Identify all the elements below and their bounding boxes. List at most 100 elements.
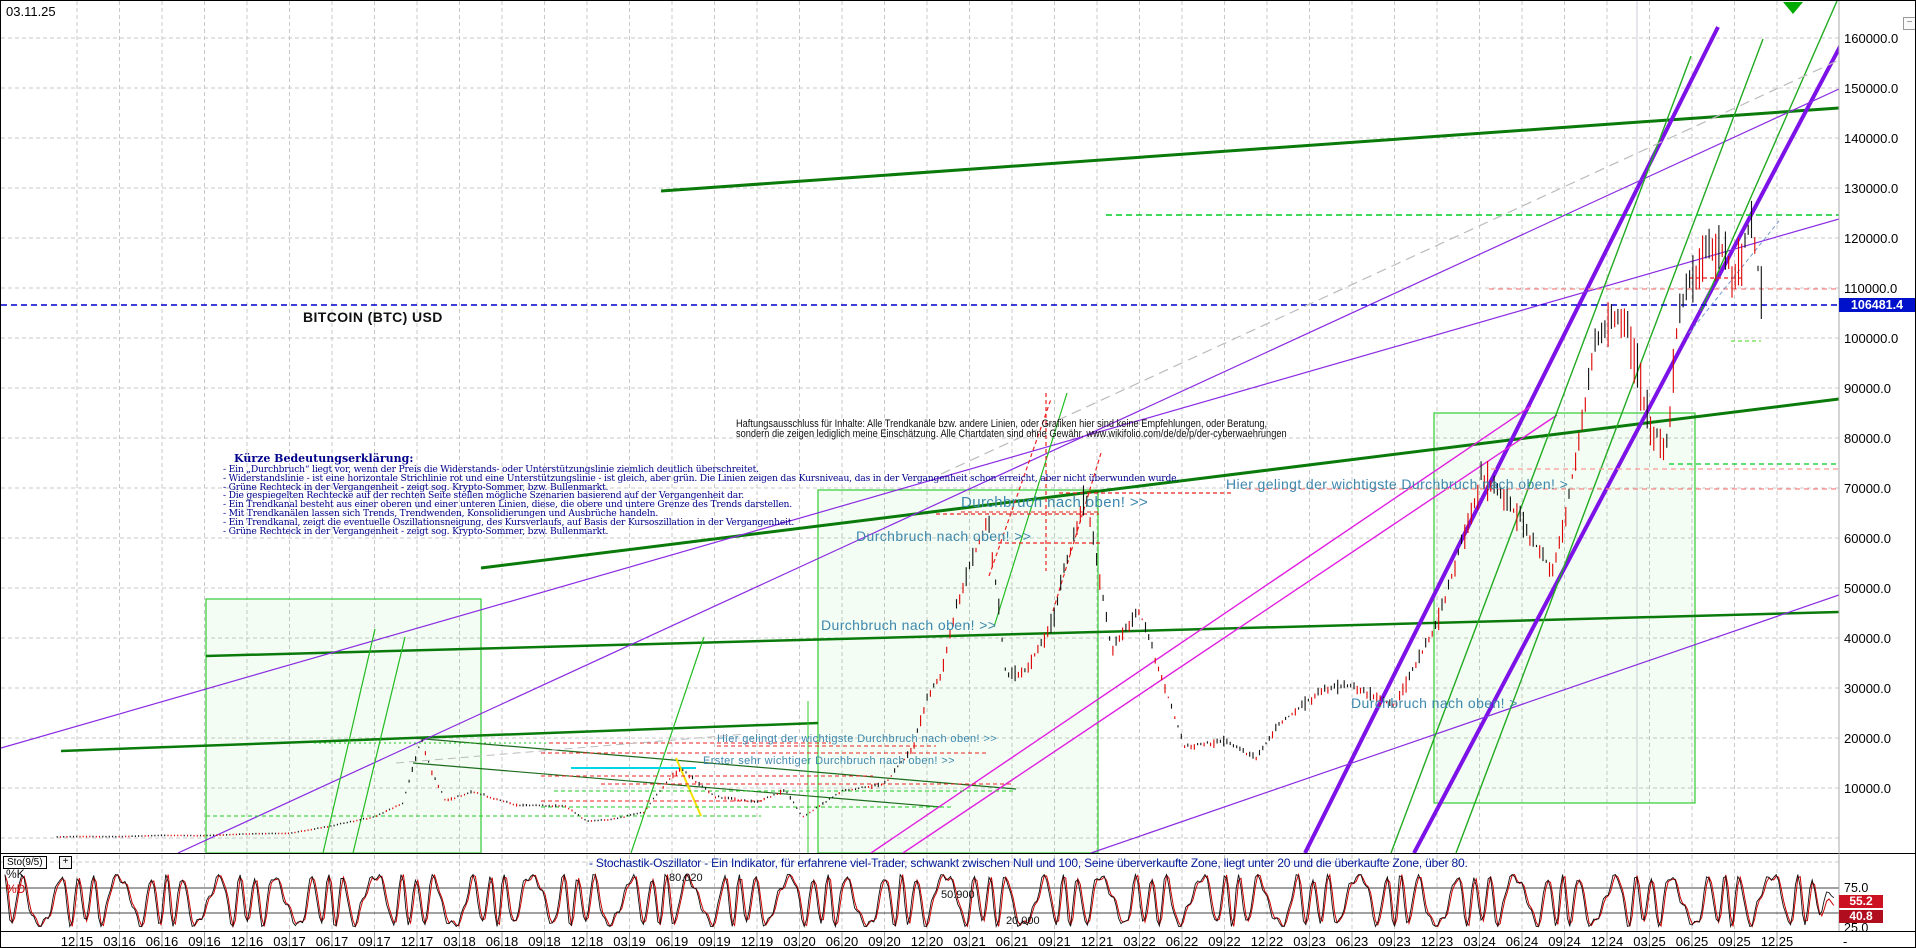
- breakout-annotation-1: Durchbruch nach oben! >>: [961, 494, 1149, 511]
- time-axis-label: 09.23: [1378, 934, 1411, 948]
- time-axis-label: 03.25: [1633, 934, 1666, 948]
- time-axis-label: 03.18: [443, 934, 476, 948]
- green-steep-2020: [993, 392, 1068, 628]
- time-axis-label: 03.22: [1123, 934, 1156, 948]
- breakout-annotation-2: Durchbruch nach oben! >>: [856, 528, 1032, 544]
- purple-thick-right: [1412, 44, 1839, 853]
- current-price-badge: 106481.4: [1839, 298, 1915, 312]
- red-wedge-left: [988, 398, 1052, 577]
- price-axis-label: 40000.0: [1844, 631, 1891, 646]
- time-axis-label: 09.21: [1038, 934, 1071, 948]
- time-axis-label: 12.22: [1250, 934, 1284, 948]
- green-steep-2024-b: [1455, 38, 1764, 853]
- legend-line-7: - Ein Trendkanal, zeigt die eventuelle O…: [223, 516, 795, 528]
- time-axis-label: 09.22: [1208, 934, 1241, 948]
- breakout-annotation-4: Hier gelingt der wichtigste Durchbruch n…: [1226, 476, 1569, 492]
- collapse-pane-icon[interactable]: −: [1903, 17, 1915, 30]
- osc-inline-level-3: 20.000: [1006, 915, 1040, 927]
- time-axis-label: 09.18: [528, 934, 561, 948]
- krypto-sommer-2021-box: [817, 489, 1099, 853]
- stochastic-k-value-badge: 55.2: [1839, 895, 1883, 908]
- time-axis-label: 12.21: [1080, 934, 1114, 948]
- legend-line-6: - Mit Trendkanälen lassen sich Trends, T…: [223, 507, 659, 519]
- green-steep-2024-a: [1390, 55, 1692, 853]
- price-axis-label: 120000.0: [1844, 231, 1899, 246]
- indicator-name-button[interactable]: Sto(9/5): [3, 856, 47, 869]
- time-axis-label: 03.21: [953, 934, 986, 948]
- purple-thick-left: [1303, 26, 1720, 853]
- green-base-line: [60, 721, 819, 753]
- legend-line-5: - Ein Trendkanal besteht aus einer obere…: [223, 499, 792, 511]
- legend-lines: - Ein „Durchbruch“ liegt vor, wenn der P…: [223, 464, 1180, 537]
- gray-trend-dash-2: [395, 733, 747, 764]
- time-axis-label: 09.25: [1718, 934, 1751, 948]
- time-axis-label: 12.19: [740, 934, 774, 948]
- legend-title: Kürze Bedeutungserklärung:: [234, 452, 414, 465]
- candles-up: [56, 200, 1762, 838]
- time-axis-label: 09.20: [868, 934, 901, 948]
- disclaimer-line-1: Haftungsausschluss für Inhalte: Alle Tre…: [736, 418, 1268, 430]
- candles-down: [59, 233, 1756, 838]
- stochastic-description: - Stochastik-Oszillator - Ein Indikator,…: [589, 856, 1468, 870]
- time-axis-label: 06.22: [1165, 934, 1199, 948]
- time-axis-label: 06.23: [1335, 934, 1369, 948]
- time-axis-label: 12.25: [1760, 934, 1794, 948]
- purple-thin-long: [177, 88, 1839, 853]
- green-channel-top: [660, 106, 1839, 193]
- stochastic-k-line: [4, 872, 1835, 929]
- price-axis-label: 10000.0: [1844, 781, 1891, 796]
- price-axis-label: 160000.0: [1844, 31, 1899, 46]
- time-axis-label: 06.19: [655, 934, 689, 948]
- time-axis-label: 06.18: [485, 934, 519, 948]
- time-axis-label: 12.17: [400, 934, 434, 948]
- green-channel-mid: [480, 397, 1839, 570]
- price-axis-label: 140000.0: [1844, 131, 1899, 146]
- green-channel-low: [205, 610, 1839, 658]
- green-steep-2017-b: [352, 636, 406, 853]
- breakout-annotation-5: Durchbruch nach oben! >: [1351, 695, 1518, 711]
- stochastic-d-label: %D: [6, 882, 26, 896]
- magenta-line-2: [902, 414, 1558, 853]
- time-axis-label: 12.16: [230, 934, 264, 948]
- disclaimer-line-2: sondern die zeigen lediglich meine Einsc…: [736, 427, 1287, 440]
- price-axis-label: 110000.0: [1844, 281, 1898, 296]
- legend-line-8: - Grüne Rechteck in der Vergangenheit - …: [223, 525, 609, 537]
- stochastic-d-line: [4, 872, 1835, 929]
- breakout-annotation-3: Durchbruch nach oben! >>: [821, 617, 997, 633]
- time-axis-label: 06.21: [995, 934, 1029, 948]
- breakout-annotation-6: Hier gelingt der wichtigste Durchbruch n…: [717, 733, 998, 745]
- price-axis-label: 150000.0: [1844, 81, 1899, 96]
- marker-triangle-icon: [1783, 2, 1803, 14]
- blue-trend-dash: [1688, 220, 1780, 334]
- purple-thin-mid: [1, 218, 1839, 749]
- legend-block: Kürze Bedeutungserklärung: - Ein „Durchb…: [223, 452, 1179, 536]
- price-axis-label: 20000.0: [1844, 731, 1891, 746]
- green-steep-2019: [630, 636, 705, 853]
- price-axis-label: 50000.0: [1844, 581, 1891, 596]
- time-axis-label: 12.24: [1590, 934, 1624, 948]
- page-title: BITCOIN (BTC) USD: [303, 309, 443, 325]
- legend-line-2: - Widerstandslinie - ist eine horizontal…: [223, 472, 1180, 484]
- green-steep-2017-a: [322, 628, 376, 853]
- time-axis-label: 03.24: [1463, 934, 1496, 948]
- time-axis-label: 12.20: [910, 934, 944, 948]
- osc-inline-level-2: 50.900: [941, 889, 975, 901]
- indicator-expand-icon[interactable]: +: [59, 856, 72, 869]
- osc-lower-level-label: 25.0: [1844, 921, 1869, 935]
- price-axis-label: 100000.0: [1844, 331, 1899, 346]
- breakout-annotation-7: Erster sehr wichtiger Durchbruch nach ob…: [703, 755, 955, 767]
- krypto-sommer-2017-box: [205, 598, 482, 853]
- price-axis-label: 80000.0: [1844, 431, 1891, 446]
- time-axis-label: 09.24: [1548, 934, 1581, 948]
- price-axis-label: 130000.0: [1844, 181, 1899, 196]
- time-axis-label: 09.16: [188, 934, 221, 948]
- purple-thin-low: [1090, 594, 1839, 853]
- disclaimer-text: Haftungsausschluss für Inhalte: Alle Tre…: [736, 418, 1287, 440]
- legend-line-1: - Ein „Durchbruch“ liegt vor, wenn der P…: [223, 464, 759, 475]
- time-axis-label: 03.16: [103, 934, 136, 948]
- gray-trend-dash-1: [940, 60, 1838, 475]
- time-axis-label: 03.20: [783, 934, 816, 948]
- stochastic-d-value-badge: 40.8: [1839, 910, 1883, 923]
